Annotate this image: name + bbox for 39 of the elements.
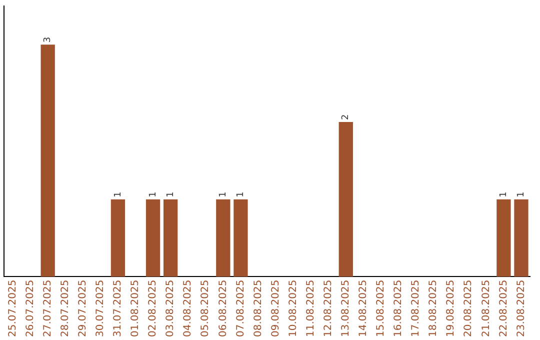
x-tick-label: 04.08.2025 <box>182 280 194 338</box>
x-tick-label: 16.08.2025 <box>393 280 404 338</box>
x-tick-label: 15.08.2025 <box>376 280 387 338</box>
x-tick-label: 20.08.2025 <box>463 280 474 338</box>
x-tick-label: 13.08.2025 <box>340 280 352 338</box>
x-tick-label: 19.08.2025 <box>446 280 457 338</box>
data-label: 1 <box>113 192 124 198</box>
x-tick-label: 31.07.2025 <box>112 280 124 338</box>
data-label: 1 <box>166 192 176 198</box>
data-label: 1 <box>516 192 527 198</box>
x-tick-label: 26.07.2025 <box>24 280 36 338</box>
data-label: 1 <box>499 192 510 198</box>
x-tick-label: 18.08.2025 <box>428 280 440 338</box>
x-tick-label: 06.08.2025 <box>218 280 229 338</box>
x-tick-label: 09.08.2025 <box>270 280 282 338</box>
data-label: 1 <box>148 192 158 198</box>
x-tick-label: 17.08.2025 <box>410 280 422 338</box>
x-tick-label: 14.08.2025 <box>358 280 370 338</box>
x-tick-label: 05.08.2025 <box>200 280 212 338</box>
x-tick-label: 25.07.2025 <box>7 280 18 338</box>
x-tick-label: 21.08.2025 <box>480 280 492 338</box>
x-tick-label: 22.08.2025 <box>498 280 510 338</box>
data-label: 1 <box>236 192 246 198</box>
x-tick-label: 07.08.2025 <box>235 280 246 338</box>
data-label: 2 <box>341 114 352 120</box>
x-tick-label: 27.07.2025 <box>42 280 54 338</box>
data-label: 1 <box>218 192 229 198</box>
x-tick-label: 10.08.2025 <box>288 280 299 338</box>
x-tick-label: 03.08.2025 <box>165 280 176 338</box>
x-tick-label: 23.08.2025 <box>516 280 527 338</box>
x-tick-label: 28.07.2025 <box>60 280 71 338</box>
data-label: 3 <box>43 36 54 43</box>
x-tick-label: 30.07.2025 <box>95 280 106 338</box>
x-tick-label: 11.08.2025 <box>305 280 316 338</box>
x-tick-label: 08.08.2025 <box>252 280 264 338</box>
x-tick-label: 12.08.2025 <box>322 280 334 338</box>
x-tick-label: 01.08.2025 <box>130 280 142 338</box>
x-tick-label: 02.08.2025 <box>148 280 159 338</box>
x-tick-label: 29.07.2025 <box>77 280 88 338</box>
